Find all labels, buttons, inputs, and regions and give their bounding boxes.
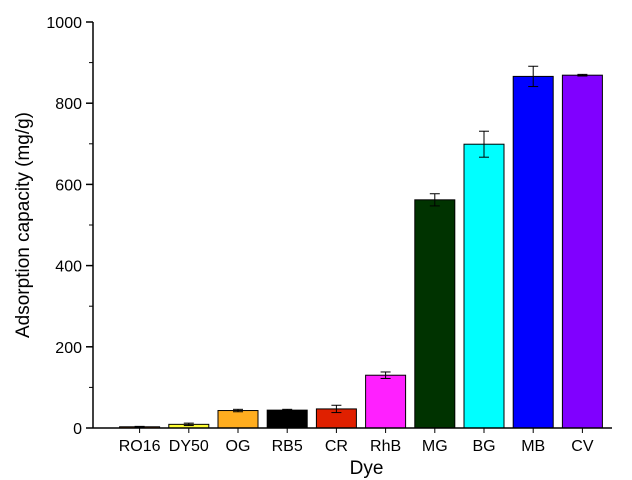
bar-mb [512,75,554,429]
x-tick-label-mb: MB [521,438,545,455]
x-axis-title: Dye [350,458,384,479]
y-tick-label-800: 800 [55,96,82,113]
x-tick-label-og: OG [226,438,251,455]
y-tick-label-1000: 1000 [46,15,82,32]
x-tick-label-rb5: RB5 [272,438,303,455]
bar-rb5 [266,409,308,429]
labels-layer: RO16 DY50 OG RB5 CR RhB MG BG MB CV 0 200 400 600 800 1… [46,15,593,455]
bar-rhb [365,374,407,429]
bars-layer [119,74,603,429]
bar-og [217,410,259,429]
error-bars-layer [134,65,588,428]
x-tick-label-cv: CV [571,438,594,455]
y-tick-label-200: 200 [55,340,82,357]
axes-layer [86,21,612,433]
y-tick-label-600: 600 [55,177,82,194]
x-tick-label-dy50: DY50 [169,438,209,455]
x-tick-label-cr: CR [325,438,348,455]
x-tick-label-ro16: RO16 [119,438,161,455]
x-tick-label-mg: MG [422,438,448,455]
bar-cv [561,74,603,429]
y-tick-label-0: 0 [73,421,82,438]
x-tick-label-bg: BG [472,438,495,455]
x-tick-label-rhb: RhB [370,438,401,455]
bar-mg [414,199,456,429]
y-tick-label-400: 400 [55,259,82,276]
bar-bg [463,143,505,429]
y-axis-title: Adsorption capacity (mg/g) [13,112,34,338]
